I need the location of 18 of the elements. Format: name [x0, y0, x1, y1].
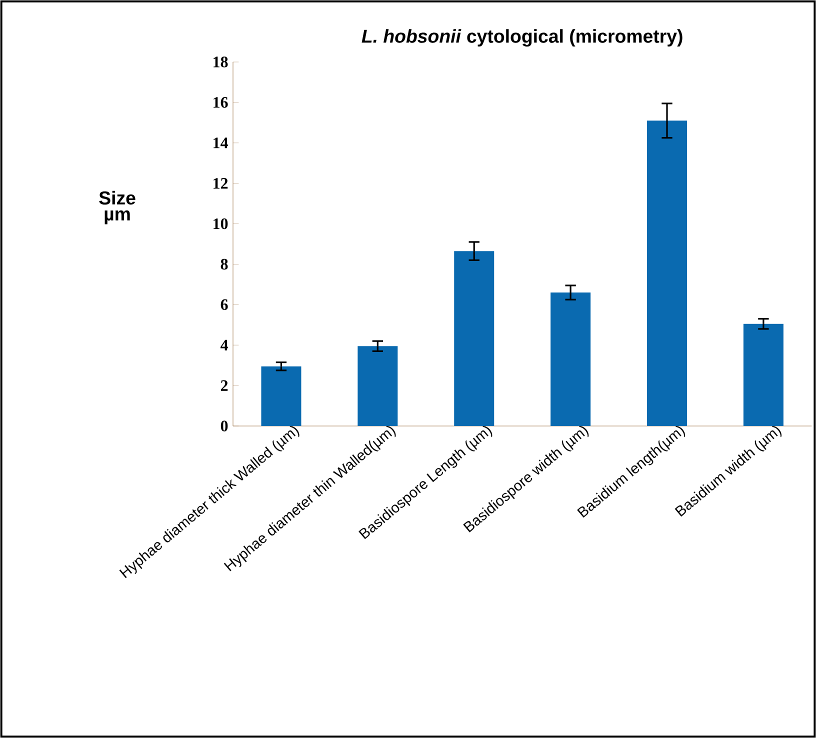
bar	[454, 251, 494, 426]
bar	[647, 120, 688, 426]
y-tick-label: 4	[220, 340, 228, 350]
y-tick-label: 0	[220, 420, 228, 432]
y-tick-label: 14	[214, 138, 228, 148]
y-tick-label: 12	[214, 178, 228, 189]
y-tick-label: 16	[214, 97, 228, 108]
bar	[743, 324, 784, 426]
y-tick-label: 2	[220, 380, 228, 391]
y-tick-label: 8	[220, 258, 228, 270]
y-tick-label: 18	[214, 56, 228, 68]
chart-title: L. hobsonii cytological (micrometry)	[362, 29, 682, 47]
y-axis-title: Size µm	[99, 190, 136, 224]
y-tick-label: 6	[220, 299, 228, 310]
bar	[550, 292, 591, 426]
bar	[261, 366, 302, 426]
bar	[358, 346, 398, 426]
y-tick-label: 10	[214, 218, 228, 230]
